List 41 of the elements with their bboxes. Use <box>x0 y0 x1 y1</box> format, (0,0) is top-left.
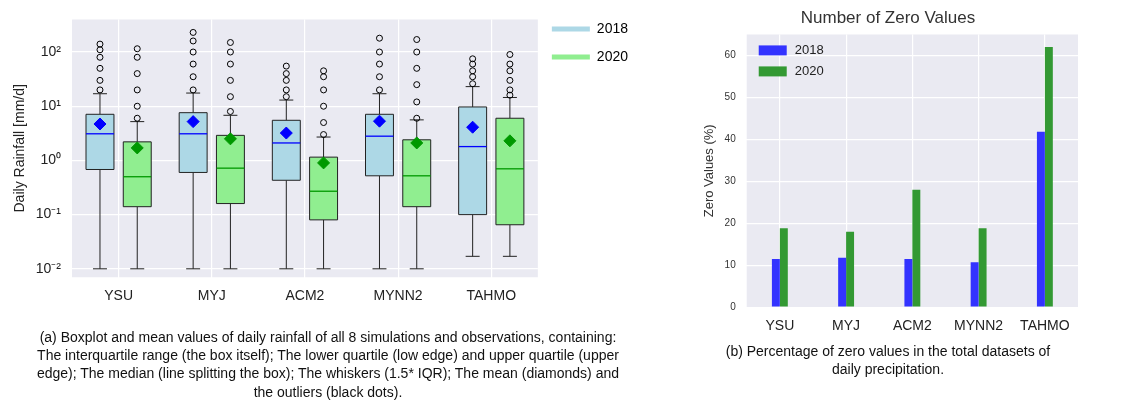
bar <box>846 231 855 307</box>
y-tick-label: 10² <box>40 42 62 59</box>
x-tick-label: ACM2 <box>285 287 325 304</box>
bar <box>1036 131 1045 307</box>
legend-label: 2018 <box>596 19 629 36</box>
bar <box>904 258 913 307</box>
bar <box>970 262 979 307</box>
bar <box>1044 46 1053 307</box>
x-tick-label: MYJ <box>832 317 861 334</box>
legend-label: 2020 <box>794 62 824 78</box>
y-tick-label: 40 <box>724 133 737 145</box>
x-tick-label: MYNN2 <box>954 317 1004 334</box>
text: (a) Boxplot and mean values of daily rainfall of all 8 simulations and observations, containing: The interquartile range (the box itself); The lower quartile (low edge) and upper quartile (upper edge); The median (line splitting the box); The whiskers (1.5* IQR); The mean (diamonds) and the outliers (black dots). <box>35 328 621 401</box>
legend-label: 2018 <box>794 41 824 57</box>
bar <box>912 189 921 307</box>
x-tick-label: TAHMO <box>466 287 517 304</box>
x-tick-label: YSU <box>765 317 795 334</box>
bar <box>838 257 847 307</box>
x-tick-label: TAHMO <box>1020 317 1070 334</box>
y-tick-label: 10⁻¹ <box>35 205 62 222</box>
bar <box>978 228 987 307</box>
y-axis-title: Daily Rainfall [mm/d] <box>11 84 28 213</box>
y-tick-label: 10⁰ <box>40 151 62 168</box>
y-tick-label: 10⁻² <box>35 259 62 276</box>
x-tick-label: ACM2 <box>892 317 933 334</box>
y-tick-label: 20 <box>724 217 737 229</box>
x-tick-label: MYNN2 <box>373 287 423 304</box>
bar <box>779 228 788 307</box>
y-tick-label: 0 <box>730 300 737 312</box>
bar <box>771 258 780 307</box>
text: (b) Percentage of zero values in the total datasets of daily precipitation. <box>724 342 1052 379</box>
x-tick-label: YSU <box>104 287 134 304</box>
y-tick-label: 30 <box>724 175 737 187</box>
y-axis-title: Zero Values (%) <box>701 124 717 218</box>
y-tick-label: 50 <box>724 91 737 103</box>
y-tick-label: 10¹ <box>40 97 62 114</box>
legend-label: 2020 <box>596 47 629 64</box>
y-tick-label: 10 <box>724 258 737 270</box>
y-tick-label: 60 <box>724 49 737 61</box>
chart-title: Number of Zero Values <box>800 7 976 27</box>
x-tick-label: MYJ <box>197 287 226 304</box>
